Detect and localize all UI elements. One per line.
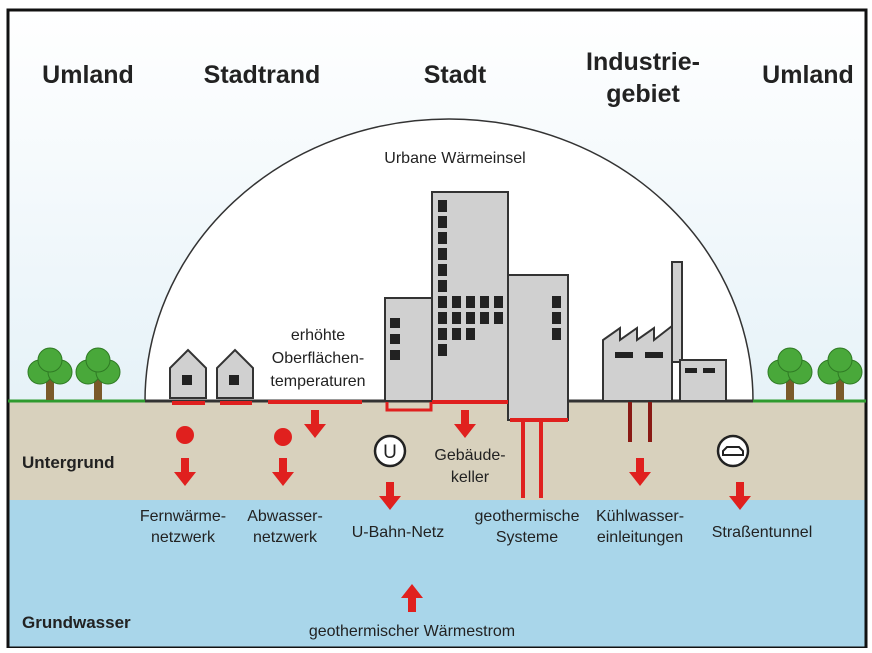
region-label: gebiet	[606, 80, 680, 108]
surface-label: erhöhte	[291, 327, 345, 344]
region-label: Stadtrand	[204, 61, 321, 89]
heat-flow-label: geothermischer Wärmestrom	[309, 623, 515, 640]
source-label: Systeme	[496, 529, 558, 546]
source-label: einleitungen	[597, 529, 683, 546]
u-icon: U	[383, 442, 397, 463]
source-label: Kühlwasser-	[596, 508, 684, 525]
diagram: U Umland Stadtrand Stadt Industrie-gebiet Um…	[0, 0, 872, 648]
region-label: Umland	[42, 61, 134, 89]
source-label: geothermische	[475, 508, 580, 525]
surface-label: temperaturen	[270, 373, 365, 390]
region-label: Umland	[762, 61, 854, 89]
basement-label: Gebäude-	[434, 447, 505, 464]
source-label: Abwasser-	[247, 508, 323, 525]
dome-label: Urbane Wärmeinsel	[384, 150, 525, 167]
region-label: Industrie-	[586, 48, 700, 76]
source-label: U-Bahn-Netz	[352, 524, 444, 541]
source-label: Straßentunnel	[712, 524, 813, 541]
source-label: netzwerk	[253, 529, 318, 546]
basement-label: keller	[451, 469, 490, 486]
source-label: Fernwärme-	[140, 508, 226, 525]
layer-label: Grundwasser	[22, 613, 131, 632]
layer-label: Untergrund	[22, 453, 115, 472]
region-label: Stadt	[424, 61, 487, 89]
source-label: netzwerk	[151, 529, 216, 546]
surface-label: Oberflächen-	[272, 350, 365, 367]
